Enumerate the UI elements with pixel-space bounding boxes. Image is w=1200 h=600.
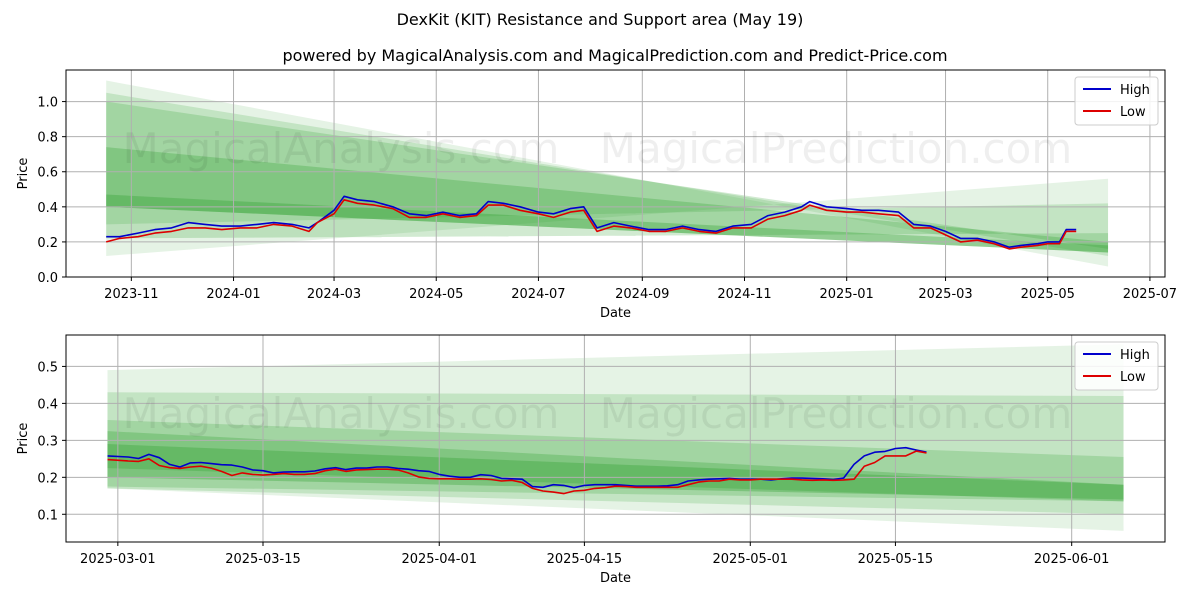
x-tick-label: 2025-07 xyxy=(1123,287,1177,302)
y-tick-label: 0.1 xyxy=(37,508,58,523)
prediction-band xyxy=(106,194,1109,253)
series-line-high xyxy=(106,195,1077,248)
prediction-band xyxy=(106,80,1109,267)
watermark-analysis: MagicalAnalysis.com xyxy=(123,389,560,438)
x-axis-label: Date xyxy=(600,571,631,586)
x-tick-label: 2025-04-01 xyxy=(401,552,477,567)
band-group xyxy=(107,344,1124,531)
prediction-band xyxy=(107,431,1124,502)
x-tick-label: 2025-01 xyxy=(820,287,874,302)
y-tick-label: 0.8 xyxy=(37,131,58,146)
watermark-prediction: MagicalPrediction.com xyxy=(600,389,1073,438)
x-tick-label: 2024-01 xyxy=(206,287,260,302)
plot-frame xyxy=(65,69,1166,278)
legend-label-high: High xyxy=(1120,83,1150,98)
prediction-band xyxy=(106,147,1109,253)
watermark-analysis: MagicalAnalysis.com xyxy=(123,124,560,173)
x-tick-label: 2025-06-01 xyxy=(1034,552,1110,567)
y-axis-label: Price xyxy=(16,423,31,455)
prediction-band xyxy=(107,444,1124,500)
y-tick-label: 0.6 xyxy=(37,166,58,181)
x-tick-label: 2025-03 xyxy=(918,287,972,302)
y-tick-label: 0.5 xyxy=(37,360,58,375)
legend-label-low: Low xyxy=(1120,105,1146,120)
x-tick-label: 2024-11 xyxy=(717,287,771,302)
x-tick-label: 2024-05 xyxy=(409,287,463,302)
legend-label-high: High xyxy=(1120,348,1150,363)
x-tick-label: 2024-07 xyxy=(511,287,565,302)
prediction-band xyxy=(106,92,1109,256)
y-tick-label: 0.0 xyxy=(37,271,58,286)
y-tick-label: 0.4 xyxy=(37,201,58,216)
x-tick-label: 2025-03-15 xyxy=(225,552,301,567)
x-tick-label: 2023-11 xyxy=(104,287,158,302)
x-tick-label: 2025-04-15 xyxy=(547,552,623,567)
legend: High Low xyxy=(1074,341,1159,391)
x-tick-label: 2025-05-01 xyxy=(713,552,789,567)
top-panel: MagicalAnalysis.com MagicalPrediction.com… xyxy=(16,69,1177,321)
prediction-band xyxy=(107,392,1124,515)
y-tick-label: 1.0 xyxy=(37,96,58,111)
series-group xyxy=(107,446,927,495)
plot-frame xyxy=(65,334,1166,543)
y-tick-label: 0.2 xyxy=(37,471,58,486)
prediction-band xyxy=(107,344,1124,531)
y-tick-label: 0.2 xyxy=(37,236,58,251)
x-tick-label: 2025-05 xyxy=(1021,287,1075,302)
x-tick-label: 2025-03-01 xyxy=(80,552,156,567)
series-line-high xyxy=(107,446,927,489)
series-line-low xyxy=(107,450,927,495)
x-tick-label: 2024-09 xyxy=(615,287,669,302)
legend: High Low xyxy=(1074,76,1159,126)
band-group xyxy=(106,80,1109,267)
series-group xyxy=(105,195,1077,250)
chart-subtitle: powered by MagicalAnalysis.com and Magic… xyxy=(282,46,947,65)
y-axis-label: Price xyxy=(16,158,31,190)
y-tick-label: 0.3 xyxy=(37,434,58,449)
x-tick-label: 2025-05-15 xyxy=(858,552,934,567)
series-line-low xyxy=(105,199,1077,250)
y-tick-label: 0.4 xyxy=(37,397,58,412)
bottom-panel: MagicalAnalysis.com MagicalPrediction.com… xyxy=(16,334,1166,586)
x-tick-label: 2024-03 xyxy=(307,287,361,302)
legend-label-low: Low xyxy=(1120,370,1146,385)
watermark-prediction: MagicalPrediction.com xyxy=(600,124,1073,173)
chart-title: DexKit (KIT) Resistance and Support area… xyxy=(397,10,804,29)
x-axis-label: Date xyxy=(600,306,631,321)
